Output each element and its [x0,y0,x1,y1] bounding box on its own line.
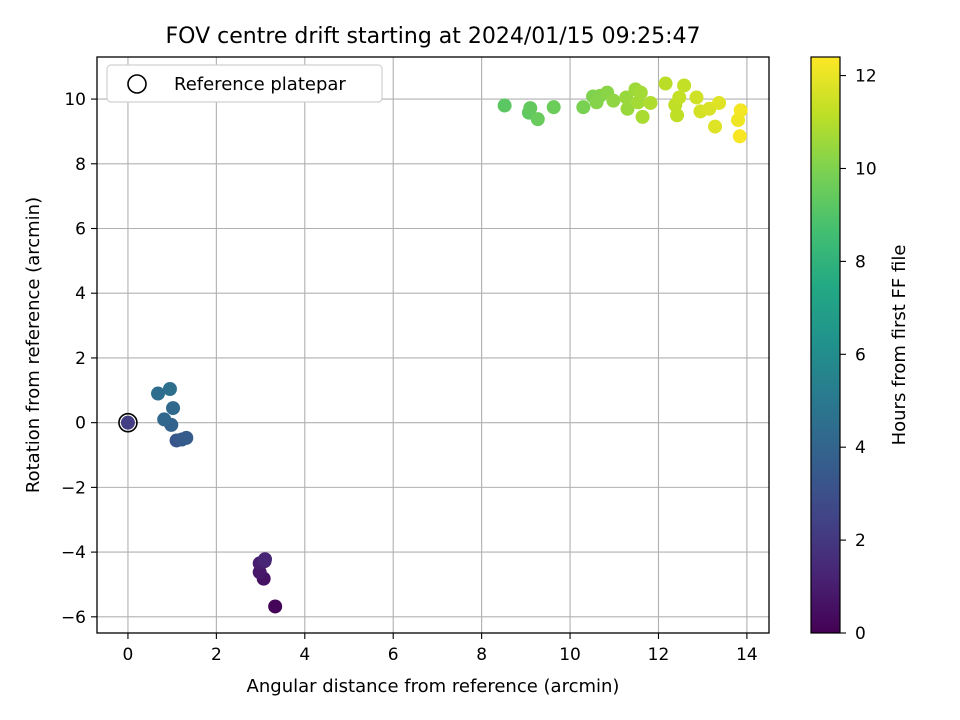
data-point [606,93,621,108]
data-point [712,95,727,110]
data-point [546,100,561,115]
x-tick-label: 10 [559,645,581,665]
data-point [179,430,194,445]
y-tick-label: −4 [61,543,86,563]
y-axis-label: Rotation from reference (arcmin) [23,197,44,493]
y-tick-label: 0 [75,414,86,434]
reference-platepar-marker [118,412,138,433]
x-tick-label: 6 [388,645,399,665]
x-tick-label: 2 [211,645,222,665]
legend-marker-icon [127,74,147,94]
legend: Reference platepar [106,64,383,103]
data-point [633,85,648,100]
data-point [635,109,650,124]
y-tick-label: −6 [61,608,86,628]
colorbar-ticks: 0 2 4 6 8 10 12 [840,67,877,644]
data-point [732,129,747,144]
x-tick-label: 12 [648,645,670,665]
data-point [708,119,723,134]
data-points [120,76,748,614]
data-point [157,412,172,427]
data-point [497,98,512,113]
data-point [120,415,135,430]
data-point [166,401,181,416]
x-axis-label: Angular distance from reference (arcmin) [247,676,620,697]
colorbar-tick-label: 0 [855,624,866,644]
colorbar-tick-label: 4 [855,438,866,458]
y-tick-label: 2 [75,349,86,369]
colorbar-label: Hours from first FF file [889,245,910,446]
x-tick-label: 14 [736,645,758,665]
colorbar-gradient [810,56,841,634]
data-point [733,103,748,118]
colorbar-tick-label: 2 [855,531,866,551]
data-point [576,100,591,115]
data-point [523,101,538,116]
colorbar-tick-label: 12 [855,67,877,87]
data-point [677,78,692,93]
data-point [672,90,687,105]
data-point [530,112,545,127]
plot-frame [96,56,770,634]
y-tick-label: 10 [64,90,86,110]
x-tick-label: 8 [476,645,487,665]
x-axis: 0 2 4 6 8 10 12 14 [123,633,758,665]
y-tick-label: 4 [75,284,86,304]
y-tick-label: 8 [75,155,86,175]
data-point [619,90,634,105]
plot-background [97,57,769,633]
y-tick-label: 6 [75,220,86,240]
colorbar-tick-label: 8 [855,252,866,272]
colorbar-tick-label: 6 [855,345,866,365]
data-point [670,108,685,123]
plot-area [96,56,770,634]
legend-box [106,64,383,103]
data-point [162,382,177,397]
data-point [643,95,658,110]
data-point [268,599,283,614]
x-tick-label: 4 [299,645,310,665]
data-point [658,76,673,91]
x-tick-label: 0 [123,645,134,665]
colorbar-tick-label: 10 [855,159,877,179]
data-point [620,101,635,116]
y-axis: −6 −4 −2 0 2 4 6 8 10 [61,90,97,628]
y-tick-label: −2 [61,478,86,498]
legend-label: Reference platepar [174,74,346,95]
data-point [689,90,704,105]
grid [97,57,769,633]
chart-title: FOV centre drift starting at 2024/01/15 … [166,24,701,49]
data-point [258,552,272,567]
colorbar: 0 2 4 6 8 10 12 Hours from first FF file [810,56,910,644]
data-point [151,386,166,401]
